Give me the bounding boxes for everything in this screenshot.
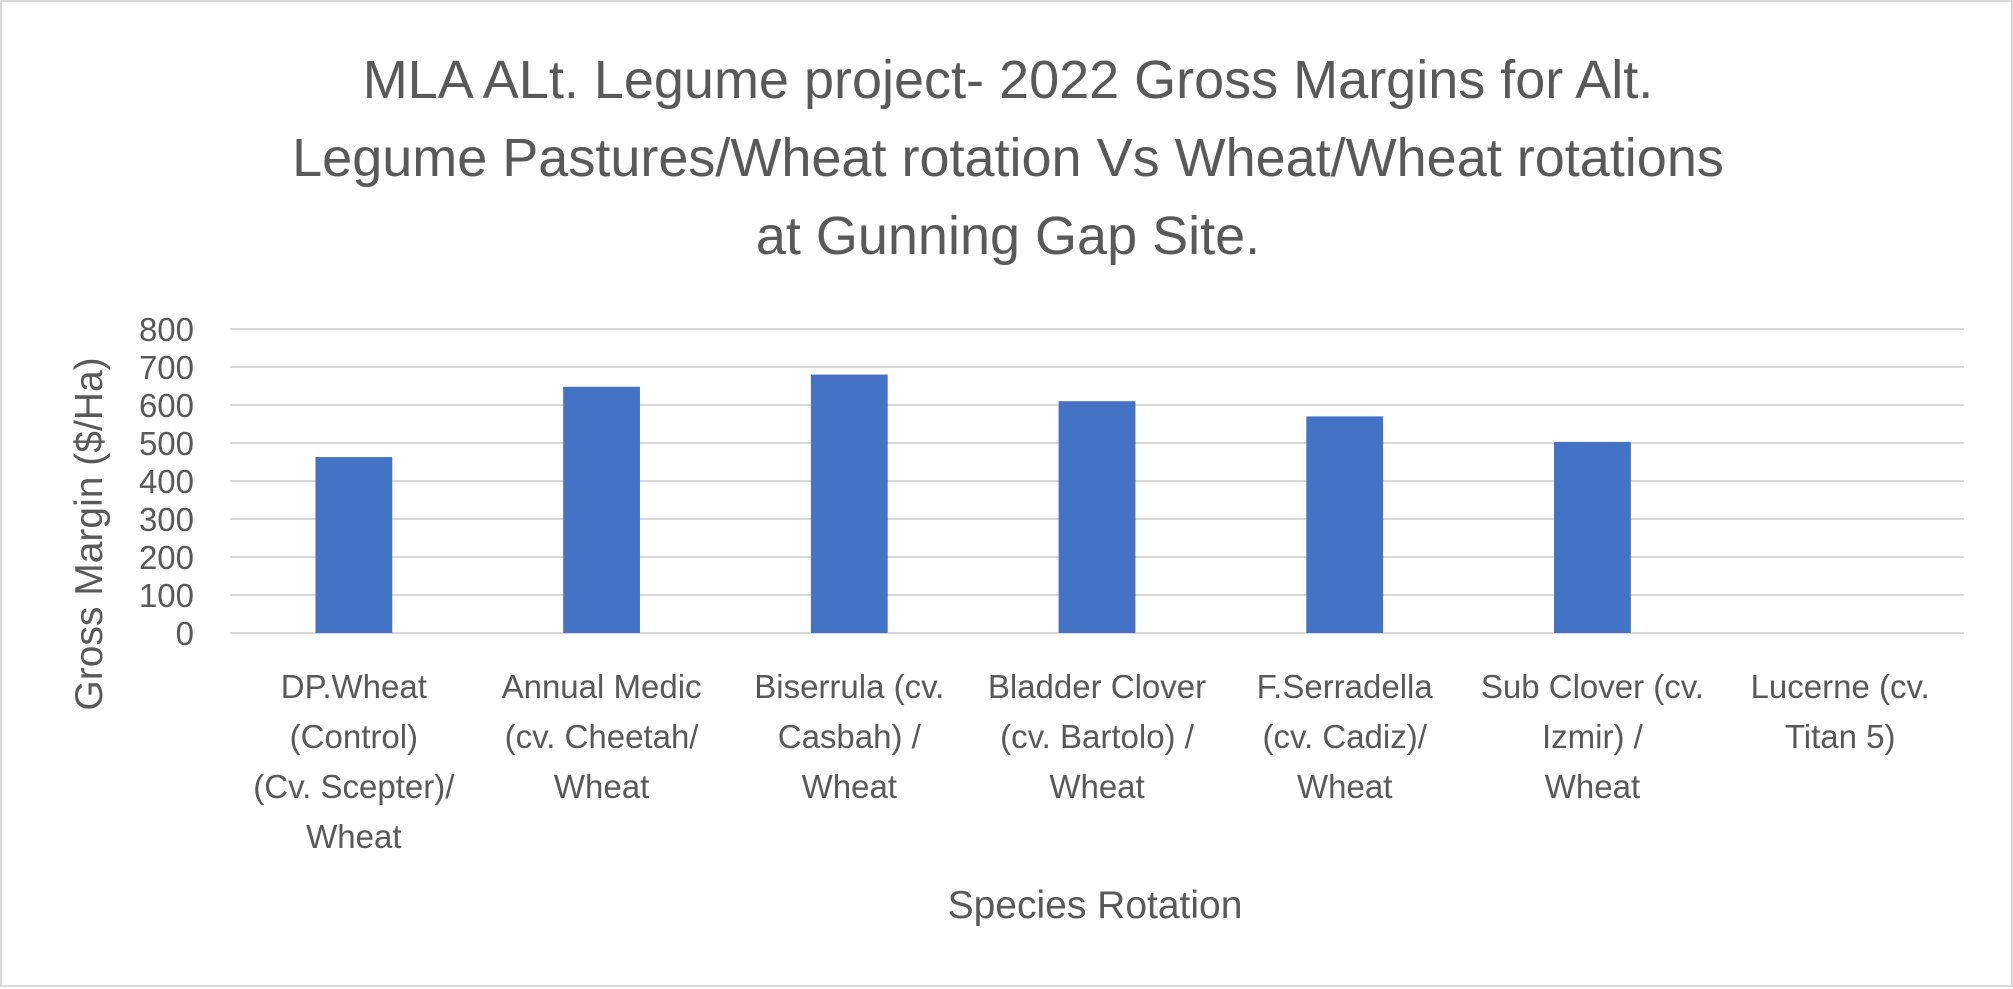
y-tick-label: 100 (139, 577, 194, 614)
y-tick-label: 700 (139, 349, 194, 386)
chart-title-line-1: MLA ALt. Legume project- 2022 Gross Marg… (363, 50, 1654, 110)
x-category-label-line: Titan 5) (1785, 718, 1896, 755)
bar (810, 374, 888, 633)
y-axis-title: Gross Margin ($/Ha) (68, 357, 111, 710)
x-category-label-line: (cv. Cadiz)/ (1263, 718, 1428, 755)
chart-title-line-2: Legume Pastures/Wheat rotation Vs Wheat/… (292, 128, 1724, 188)
x-category-label-line: Wheat (802, 768, 897, 805)
x-category-label-line: Sub Clover (cv. (1481, 668, 1704, 705)
x-category-label-line: Wheat (554, 768, 649, 805)
bar (563, 386, 640, 633)
y-tick-label: 400 (139, 463, 194, 500)
y-tick-label: 0 (176, 615, 194, 652)
x-category-label: Bladder Clover (cv. Bartolo) / Wheat (988, 668, 1206, 805)
x-category-label: F.Serradella (cv. Cadiz)/ Wheat (1257, 668, 1434, 805)
bar (1058, 401, 1136, 633)
x-category-label-line: DP.Wheat (281, 668, 427, 705)
x-category-label: Lucerne (cv. Titan 5) (1751, 668, 1930, 755)
y-tick-label: 300 (139, 501, 194, 538)
x-category-label-line: Wheat (306, 818, 401, 855)
y-tick-label: 500 (139, 425, 194, 462)
x-category-label: Biserrula (cv. Casbah) / Wheat (754, 668, 944, 805)
x-category-label-line: (cv. Bartolo) / (1000, 718, 1195, 755)
x-category-label-line: Izmir) / (1542, 718, 1644, 755)
chart-title: MLA ALt. Legume project- 2022 Gross Marg… (292, 50, 1724, 266)
x-category-label-line: Biserrula (cv. (754, 668, 944, 705)
bar (1554, 441, 1631, 633)
x-category-label-line: F.Serradella (1257, 668, 1434, 705)
x-category-label: Sub Clover (cv. Izmir) / Wheat (1481, 668, 1704, 805)
y-tick-label: 600 (139, 387, 194, 424)
x-category-label-line: Wheat (1049, 768, 1144, 805)
x-axis-category-labels: DP.Wheat (Control) (Cv. Scepter)/WheatAnnu… (253, 668, 1929, 855)
bar (1306, 416, 1384, 633)
x-category-label-line: Annual Medic (502, 668, 702, 705)
y-tick-label: 200 (139, 539, 194, 576)
x-category-label-line: (Control) (290, 718, 418, 755)
x-category-label: DP.Wheat (Control) (Cv. Scepter)/ Wheat (253, 668, 455, 855)
x-category-label-line: Casbah) / (778, 718, 922, 755)
x-category-label-line: Lucerne (cv. (1751, 668, 1930, 705)
bar (315, 457, 393, 633)
y-tick-label: 800 (139, 311, 194, 348)
x-category-label-line: Bladder Clover (988, 668, 1206, 705)
bars (315, 374, 1631, 633)
x-category-label-line: Wheat (1297, 768, 1392, 805)
x-category-label-line: (Cv. Scepter)/ (253, 768, 455, 805)
chart-title-line-3: at Gunning Gap Site. (756, 206, 1260, 266)
x-axis-title: Species Rotation (948, 884, 1243, 927)
x-category-label: Annual Medic (cv. Cheetah/Wheat (502, 668, 702, 805)
x-category-label-line: (cv. Cheetah/ (505, 718, 700, 755)
x-category-label-line: Wheat (1545, 768, 1640, 805)
